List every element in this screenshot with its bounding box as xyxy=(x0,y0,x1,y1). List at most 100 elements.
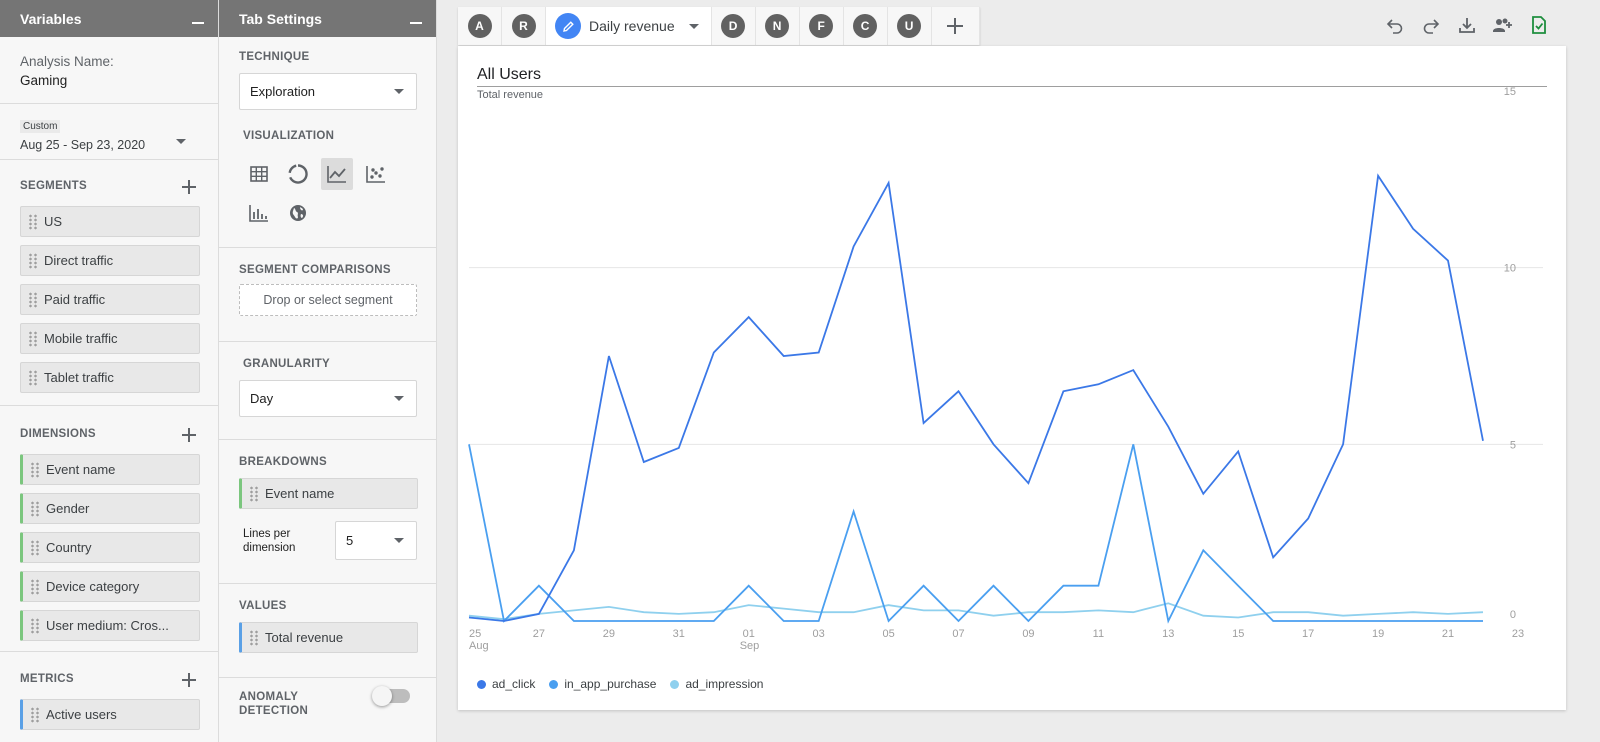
list-item[interactable]: US xyxy=(20,206,200,237)
analysis-name-label: Analysis Name: xyxy=(20,54,114,69)
toggle-knob xyxy=(372,686,392,706)
x-tick-label: 11 xyxy=(1093,628,1104,640)
drag-handle-icon[interactable] xyxy=(249,485,259,502)
anomaly-detection-label: ANOMALY DETECTION xyxy=(239,691,309,717)
breakdowns-title: BREAKDOWNS xyxy=(239,456,327,468)
list-item-label: Mobile traffic xyxy=(44,331,118,346)
list-item-label: Direct traffic xyxy=(44,253,114,268)
list-item[interactable]: Paid traffic xyxy=(20,284,200,315)
dimensions-title: DIMENSIONS xyxy=(20,428,96,440)
title-divider xyxy=(477,86,1547,87)
list-item[interactable]: Device category xyxy=(20,571,200,602)
x-tick-month-label: Sep xyxy=(740,640,760,652)
legend-dot-icon xyxy=(477,679,486,689)
drag-handle-icon[interactable] xyxy=(30,578,40,595)
technique-dropdown[interactable]: Exploration xyxy=(239,73,417,110)
undo-icon[interactable] xyxy=(1382,12,1408,38)
list-item[interactable]: Country xyxy=(20,532,200,563)
share-icon[interactable] xyxy=(1490,12,1516,38)
anomaly-detection-toggle[interactable] xyxy=(372,686,410,706)
date-range-picker[interactable]: Custom Aug 25 - Sep 23, 2020 xyxy=(0,104,218,160)
scatter-plot-icon[interactable] xyxy=(360,158,392,190)
analysis-name-value[interactable]: Gaming xyxy=(20,73,68,88)
tab-settings-panel: Tab Settings TECHNIQUE Exploration VISUA… xyxy=(219,0,437,742)
x-tick-label: 05 xyxy=(882,628,894,640)
save-icon[interactable] xyxy=(1526,12,1552,38)
technique-value: Exploration xyxy=(250,84,316,99)
list-item[interactable]: Active users xyxy=(20,699,200,730)
x-tick-label: 25 xyxy=(469,628,481,640)
tab-u[interactable]: U xyxy=(887,7,932,45)
tab-letter-avatar: N xyxy=(765,14,790,38)
list-item[interactable]: Direct traffic xyxy=(20,245,200,276)
values-chip[interactable]: Total revenue xyxy=(239,622,418,653)
drag-handle-icon[interactable] xyxy=(28,291,38,308)
drag-handle-icon[interactable] xyxy=(30,539,40,556)
tab-n[interactable]: N xyxy=(755,7,800,45)
tab-a[interactable]: A xyxy=(458,7,502,45)
drag-handle-icon[interactable] xyxy=(28,252,38,269)
x-tick-label: 09 xyxy=(1022,628,1034,640)
y-tick-label: 10 xyxy=(1504,263,1516,275)
legend-item[interactable]: ad_click xyxy=(477,677,535,691)
add-tab-button[interactable] xyxy=(931,7,980,45)
bar-chart-icon[interactable] xyxy=(243,197,275,229)
drag-handle-icon[interactable] xyxy=(28,369,38,386)
list-item[interactable]: Gender xyxy=(20,493,200,524)
segment-drop-zone[interactable]: Drop or select segment xyxy=(239,284,417,316)
analysis-name-section: Analysis Name: Gaming xyxy=(0,37,218,104)
tab-c[interactable]: C xyxy=(843,7,888,45)
date-custom-badge: Custom xyxy=(20,120,61,133)
breakdown-chip[interactable]: Event name xyxy=(239,478,418,509)
list-item[interactable]: Tablet traffic xyxy=(20,362,200,393)
download-icon[interactable] xyxy=(1454,12,1480,38)
list-item[interactable]: Event name xyxy=(20,454,200,485)
drag-handle-icon[interactable] xyxy=(30,461,40,478)
list-item-label: Active users xyxy=(46,707,117,722)
tab-f[interactable]: F xyxy=(799,7,844,45)
add-dimension-icon[interactable] xyxy=(182,428,196,442)
list-item[interactable]: Mobile traffic xyxy=(20,323,200,354)
segment-comparisons-title: SEGMENT COMPARISONS xyxy=(239,264,391,276)
list-item-label: US xyxy=(44,214,63,229)
legend-item[interactable]: in_app_purchase xyxy=(549,677,656,691)
x-tick-label: 19 xyxy=(1372,628,1384,640)
collapse-tab-settings-icon[interactable] xyxy=(410,12,422,26)
granularity-dropdown[interactable]: Day xyxy=(239,380,417,417)
table-icon[interactable] xyxy=(243,158,275,190)
globe-icon[interactable] xyxy=(282,197,314,229)
tab-daily-revenue[interactable]: Daily revenue xyxy=(546,7,712,45)
metrics-title: METRICS xyxy=(20,673,74,685)
tab-d[interactable]: D xyxy=(711,7,756,45)
line-chart-icon[interactable] xyxy=(321,158,353,190)
legend-item[interactable]: ad_impression xyxy=(670,677,763,691)
tab-r[interactable]: R xyxy=(502,7,546,45)
drag-handle-icon[interactable] xyxy=(30,500,40,517)
dimensions-section: DIMENSIONS Event name Gender Country Device… xyxy=(0,406,218,652)
variables-header: Variables xyxy=(0,0,218,37)
add-segment-icon[interactable] xyxy=(182,180,196,194)
technique-title: TECHNIQUE xyxy=(239,51,310,63)
drag-handle-icon[interactable] xyxy=(28,330,38,347)
drag-handle-icon[interactable] xyxy=(28,213,38,230)
chart-title: All Users xyxy=(477,66,542,83)
tab-daily-revenue-label: Daily revenue xyxy=(589,18,675,34)
y-tick-label: 0 xyxy=(1510,609,1516,621)
list-item[interactable]: User medium: Cros... xyxy=(20,610,200,641)
lines-per-dimension-dropdown[interactable]: 5 xyxy=(335,521,417,560)
drag-handle-icon[interactable] xyxy=(30,617,40,634)
series-line-ad-impression[interactable] xyxy=(468,602,1484,621)
redo-icon[interactable] xyxy=(1418,12,1444,38)
series-line-ad-click[interactable] xyxy=(468,173,1484,622)
drag-handle-icon[interactable] xyxy=(30,706,40,723)
tab-menu-caret-icon[interactable] xyxy=(688,23,699,29)
collapse-variables-icon[interactable] xyxy=(192,12,204,26)
chevron-down-icon xyxy=(394,396,404,401)
series-line-in-app-purchase[interactable] xyxy=(468,444,1483,624)
add-metric-icon[interactable] xyxy=(182,673,196,687)
breakdown-chip-label: Event name xyxy=(265,486,335,501)
segments-list: US Direct traffic Paid traffic Mobile traff… xyxy=(20,206,200,393)
drag-handle-icon[interactable] xyxy=(249,629,259,646)
donut-chart-icon[interactable] xyxy=(282,158,314,190)
variables-panel: Variables Analysis Name: Gaming Custom A… xyxy=(0,0,219,742)
